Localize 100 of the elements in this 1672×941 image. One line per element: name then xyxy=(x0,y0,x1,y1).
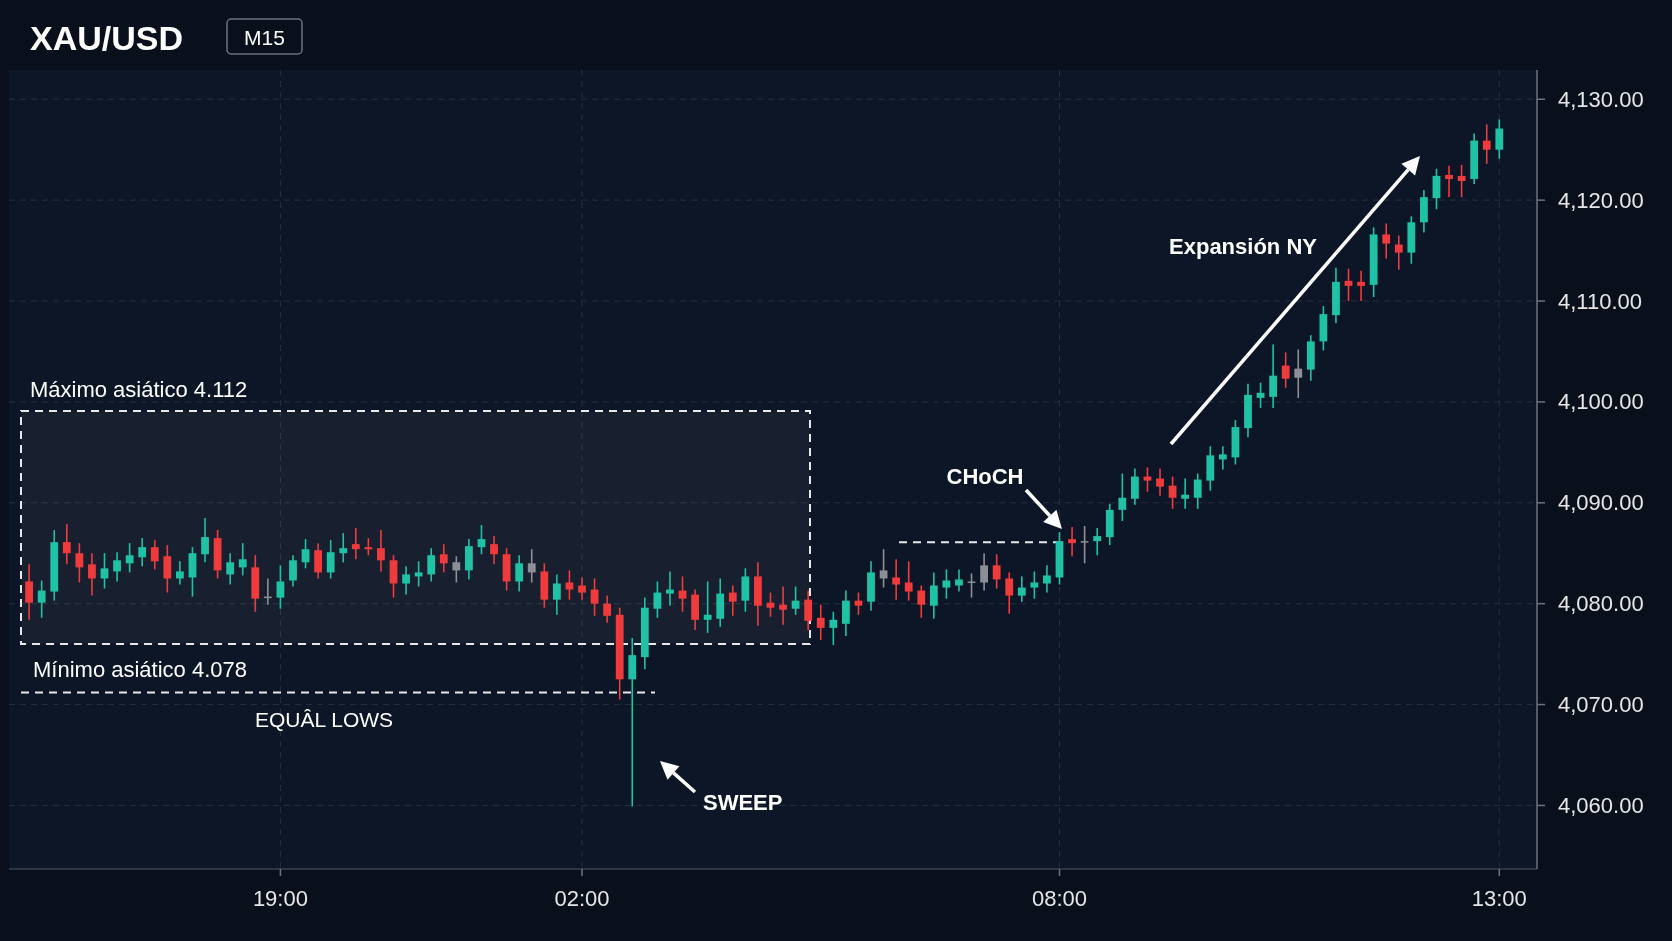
candlestick xyxy=(1017,575,1026,603)
candlestick xyxy=(1281,351,1290,389)
candlestick xyxy=(1294,348,1303,399)
candlestick xyxy=(163,544,172,594)
candlestick xyxy=(1457,164,1466,198)
candlestick xyxy=(150,539,159,571)
candlestick xyxy=(37,579,46,619)
band-label: Máximo asiático 4.112 xyxy=(30,377,248,403)
candlestick xyxy=(1181,477,1190,510)
candlestick xyxy=(201,517,209,564)
candlestick xyxy=(1131,467,1139,506)
candlestick xyxy=(666,570,674,607)
candlestick xyxy=(439,543,448,574)
candlestick xyxy=(565,569,574,601)
candlestick xyxy=(1143,466,1152,493)
candlestick xyxy=(1382,222,1391,260)
candlestick xyxy=(1357,269,1365,302)
candlestick xyxy=(427,547,436,583)
candlestick xyxy=(1118,472,1127,522)
candlestick xyxy=(314,542,323,580)
candlestick xyxy=(942,568,951,600)
candlestick xyxy=(1269,343,1278,409)
candlestick xyxy=(176,560,184,586)
candlestick xyxy=(992,553,1001,590)
y-tick-label: 4,110.00 xyxy=(1558,288,1643,314)
candlestick xyxy=(1344,267,1353,302)
x-tick-label: 13:00 xyxy=(1471,885,1527,911)
annotation: EQUÂL LOWS xyxy=(254,707,394,731)
candlestick xyxy=(1005,571,1014,615)
candlestick xyxy=(402,565,410,596)
candlestick xyxy=(25,563,33,621)
y-tick-label: 4,070.00 xyxy=(1558,692,1644,718)
candlestick xyxy=(414,560,423,588)
candlestick xyxy=(226,552,235,586)
candlestick xyxy=(1156,467,1164,497)
candlestick xyxy=(791,585,800,616)
y-tick-label: 4,090.00 xyxy=(1558,490,1644,516)
y-tick-label: 4,120.00 xyxy=(1558,187,1644,213)
chart-title: XAU/USD xyxy=(30,19,184,57)
chart-subtitle: M15 xyxy=(244,25,285,49)
candlestick xyxy=(578,576,586,601)
candlestick xyxy=(1030,570,1039,600)
candlestick xyxy=(238,542,247,577)
candlestick xyxy=(88,552,96,597)
x-tick-label: 19:00 xyxy=(252,885,308,911)
candlestick xyxy=(1093,527,1102,557)
candlestick xyxy=(703,580,712,634)
candlestick xyxy=(62,523,71,566)
annotation: CHoCH xyxy=(946,463,1024,489)
annotation: Expansión NY xyxy=(1169,233,1318,259)
candlestick xyxy=(779,585,787,626)
candlestick xyxy=(515,554,524,593)
y-tick-label: 4,130.00 xyxy=(1558,86,1644,112)
candlestick xyxy=(527,548,536,584)
y-tick-label: 4,080.00 xyxy=(1558,591,1644,617)
candlestick xyxy=(955,568,963,593)
x-tick-label: 08:00 xyxy=(1031,885,1088,911)
x-tick-label: 02:00 xyxy=(554,885,610,911)
candlestick xyxy=(1256,381,1265,409)
candlestick xyxy=(138,537,147,568)
candlestick xyxy=(289,554,297,588)
candlestick xyxy=(1193,472,1202,510)
candlestick xyxy=(339,532,348,564)
candlestick xyxy=(929,571,938,620)
candlestick xyxy=(1218,445,1227,471)
candlestick xyxy=(854,591,863,616)
candlestick xyxy=(1482,123,1491,165)
candlestick xyxy=(816,603,825,641)
candlestick xyxy=(841,589,850,637)
candlestick xyxy=(552,573,561,616)
candlestick xyxy=(326,539,335,580)
annotation: SWEEP xyxy=(703,789,783,815)
candlestick xyxy=(904,560,913,602)
candlestick xyxy=(75,542,84,584)
candlestick xyxy=(490,535,498,566)
candlestick xyxy=(452,555,461,584)
ref-line-label: Mínimo asiático 4.078 xyxy=(33,656,247,682)
candlestick xyxy=(377,529,385,573)
candlestick xyxy=(603,594,612,624)
candlestick xyxy=(276,564,285,610)
candlestick xyxy=(967,572,976,599)
candlestick xyxy=(125,542,134,574)
candlestick xyxy=(113,551,121,583)
candlestick xyxy=(917,584,926,619)
candlestick xyxy=(1495,118,1504,160)
candlestick xyxy=(829,610,838,646)
y-tick-label: 4,060.00 xyxy=(1558,792,1644,818)
candlestick xyxy=(1445,165,1453,198)
candlestick xyxy=(1043,564,1051,594)
candlestick xyxy=(766,591,775,618)
candlestick xyxy=(351,527,360,561)
candlestick xyxy=(804,589,813,631)
candlestick xyxy=(980,552,988,592)
candlestick xyxy=(1080,525,1089,565)
candlestick xyxy=(653,580,662,619)
candlestick xyxy=(1394,234,1403,271)
candlestick xyxy=(728,584,737,617)
candlestick xyxy=(892,558,901,601)
candlestick xyxy=(1068,526,1076,558)
y-tick-label: 4,100.00 xyxy=(1558,389,1644,415)
